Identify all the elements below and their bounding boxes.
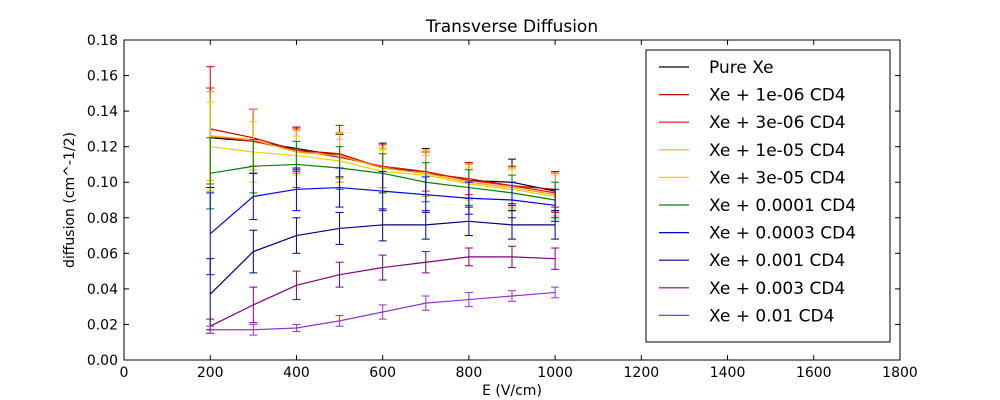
legend-item: Xe + 0.001 CD4	[659, 251, 845, 271]
legend-label: Xe + 0.0001 CD4	[709, 196, 856, 216]
x-tick-label: 400	[283, 365, 310, 381]
legend-item: Xe + 0.0003 CD4	[659, 224, 856, 244]
legend-label: Xe + 3e-06 CD4	[709, 113, 846, 133]
series-line	[209, 256, 556, 327]
tick-layer: 0 200 400 600 800 1000 1200 1400 1600 1800 0.00 0.0…	[87, 33, 918, 381]
y-tick-label: 0.14	[87, 104, 118, 120]
legend-item: Xe + 0.01 CD4	[659, 306, 834, 326]
legend-item: Xe + 3e-05 CD4	[659, 168, 846, 188]
chart-title: Transverse Diffusion	[425, 17, 598, 37]
y-tick-label: 0.10	[87, 175, 118, 191]
series-line	[209, 186, 556, 235]
legend-label: Xe + 3e-05 CD4	[709, 168, 846, 188]
legend-label: Xe + 0.001 CD4	[709, 251, 845, 271]
legend-label: Xe + 0.003 CD4	[709, 279, 845, 299]
x-tick-label: 1800	[882, 365, 918, 381]
legend: Pure Xe Xe + 1e-06 CD4 Xe + 3e-06 CD4 Xe + …	[645, 49, 891, 343]
legend-item: Pure Xe	[659, 58, 774, 78]
y-tick-label: 0.08	[87, 211, 118, 227]
x-tick-label: 1200	[624, 365, 660, 381]
series-group	[206, 206, 560, 331]
legend-item: Xe + 1e-06 CD4	[659, 86, 846, 106]
plot-frame	[123, 39, 901, 361]
x-tick-label: 0	[120, 365, 129, 381]
legend-item: Xe + 0.0001 CD4	[659, 196, 856, 216]
y-tick-label: 0.18	[87, 33, 118, 49]
x-tick-label: 600	[369, 365, 396, 381]
x-tick-label: 1400	[710, 365, 746, 381]
x-tick-label: 1000	[537, 365, 573, 381]
legend-item: Xe + 1e-05 CD4	[659, 141, 846, 161]
y-tick-label: 0.16	[87, 69, 118, 85]
series-group	[206, 286, 560, 336]
x-axis-label: E (V/cm)	[482, 383, 542, 399]
series-line	[210, 291, 556, 331]
legend-item: Xe + 3e-06 CD4	[659, 113, 846, 133]
series-line	[209, 220, 556, 295]
legend-label: Xe + 0.0003 CD4	[709, 224, 856, 244]
legend-label: Pure Xe	[709, 58, 774, 78]
y-tick-label: 0.02	[87, 317, 118, 333]
legend-item: Xe + 0.003 CD4	[659, 279, 845, 299]
x-tick-label: 200	[197, 365, 224, 381]
legend-label: Xe + 0.01 CD4	[709, 306, 834, 326]
x-tick-label: 1600	[796, 365, 832, 381]
series-group	[206, 245, 560, 334]
x-tick-label: 800	[456, 365, 483, 381]
series-layer	[206, 66, 560, 336]
legend-box	[645, 49, 891, 343]
y-tick-label: 0.04	[87, 282, 118, 298]
y-tick-label: 0.06	[87, 246, 118, 262]
legend-label: Xe + 1e-05 CD4	[709, 141, 846, 161]
y-axis-label: diffusion (cm^-1/2)	[62, 132, 78, 268]
y-tick-label: 0.12	[87, 140, 118, 156]
legend-label: Xe + 1e-06 CD4	[709, 86, 846, 106]
y-tick-label: 0.00	[87, 353, 118, 369]
